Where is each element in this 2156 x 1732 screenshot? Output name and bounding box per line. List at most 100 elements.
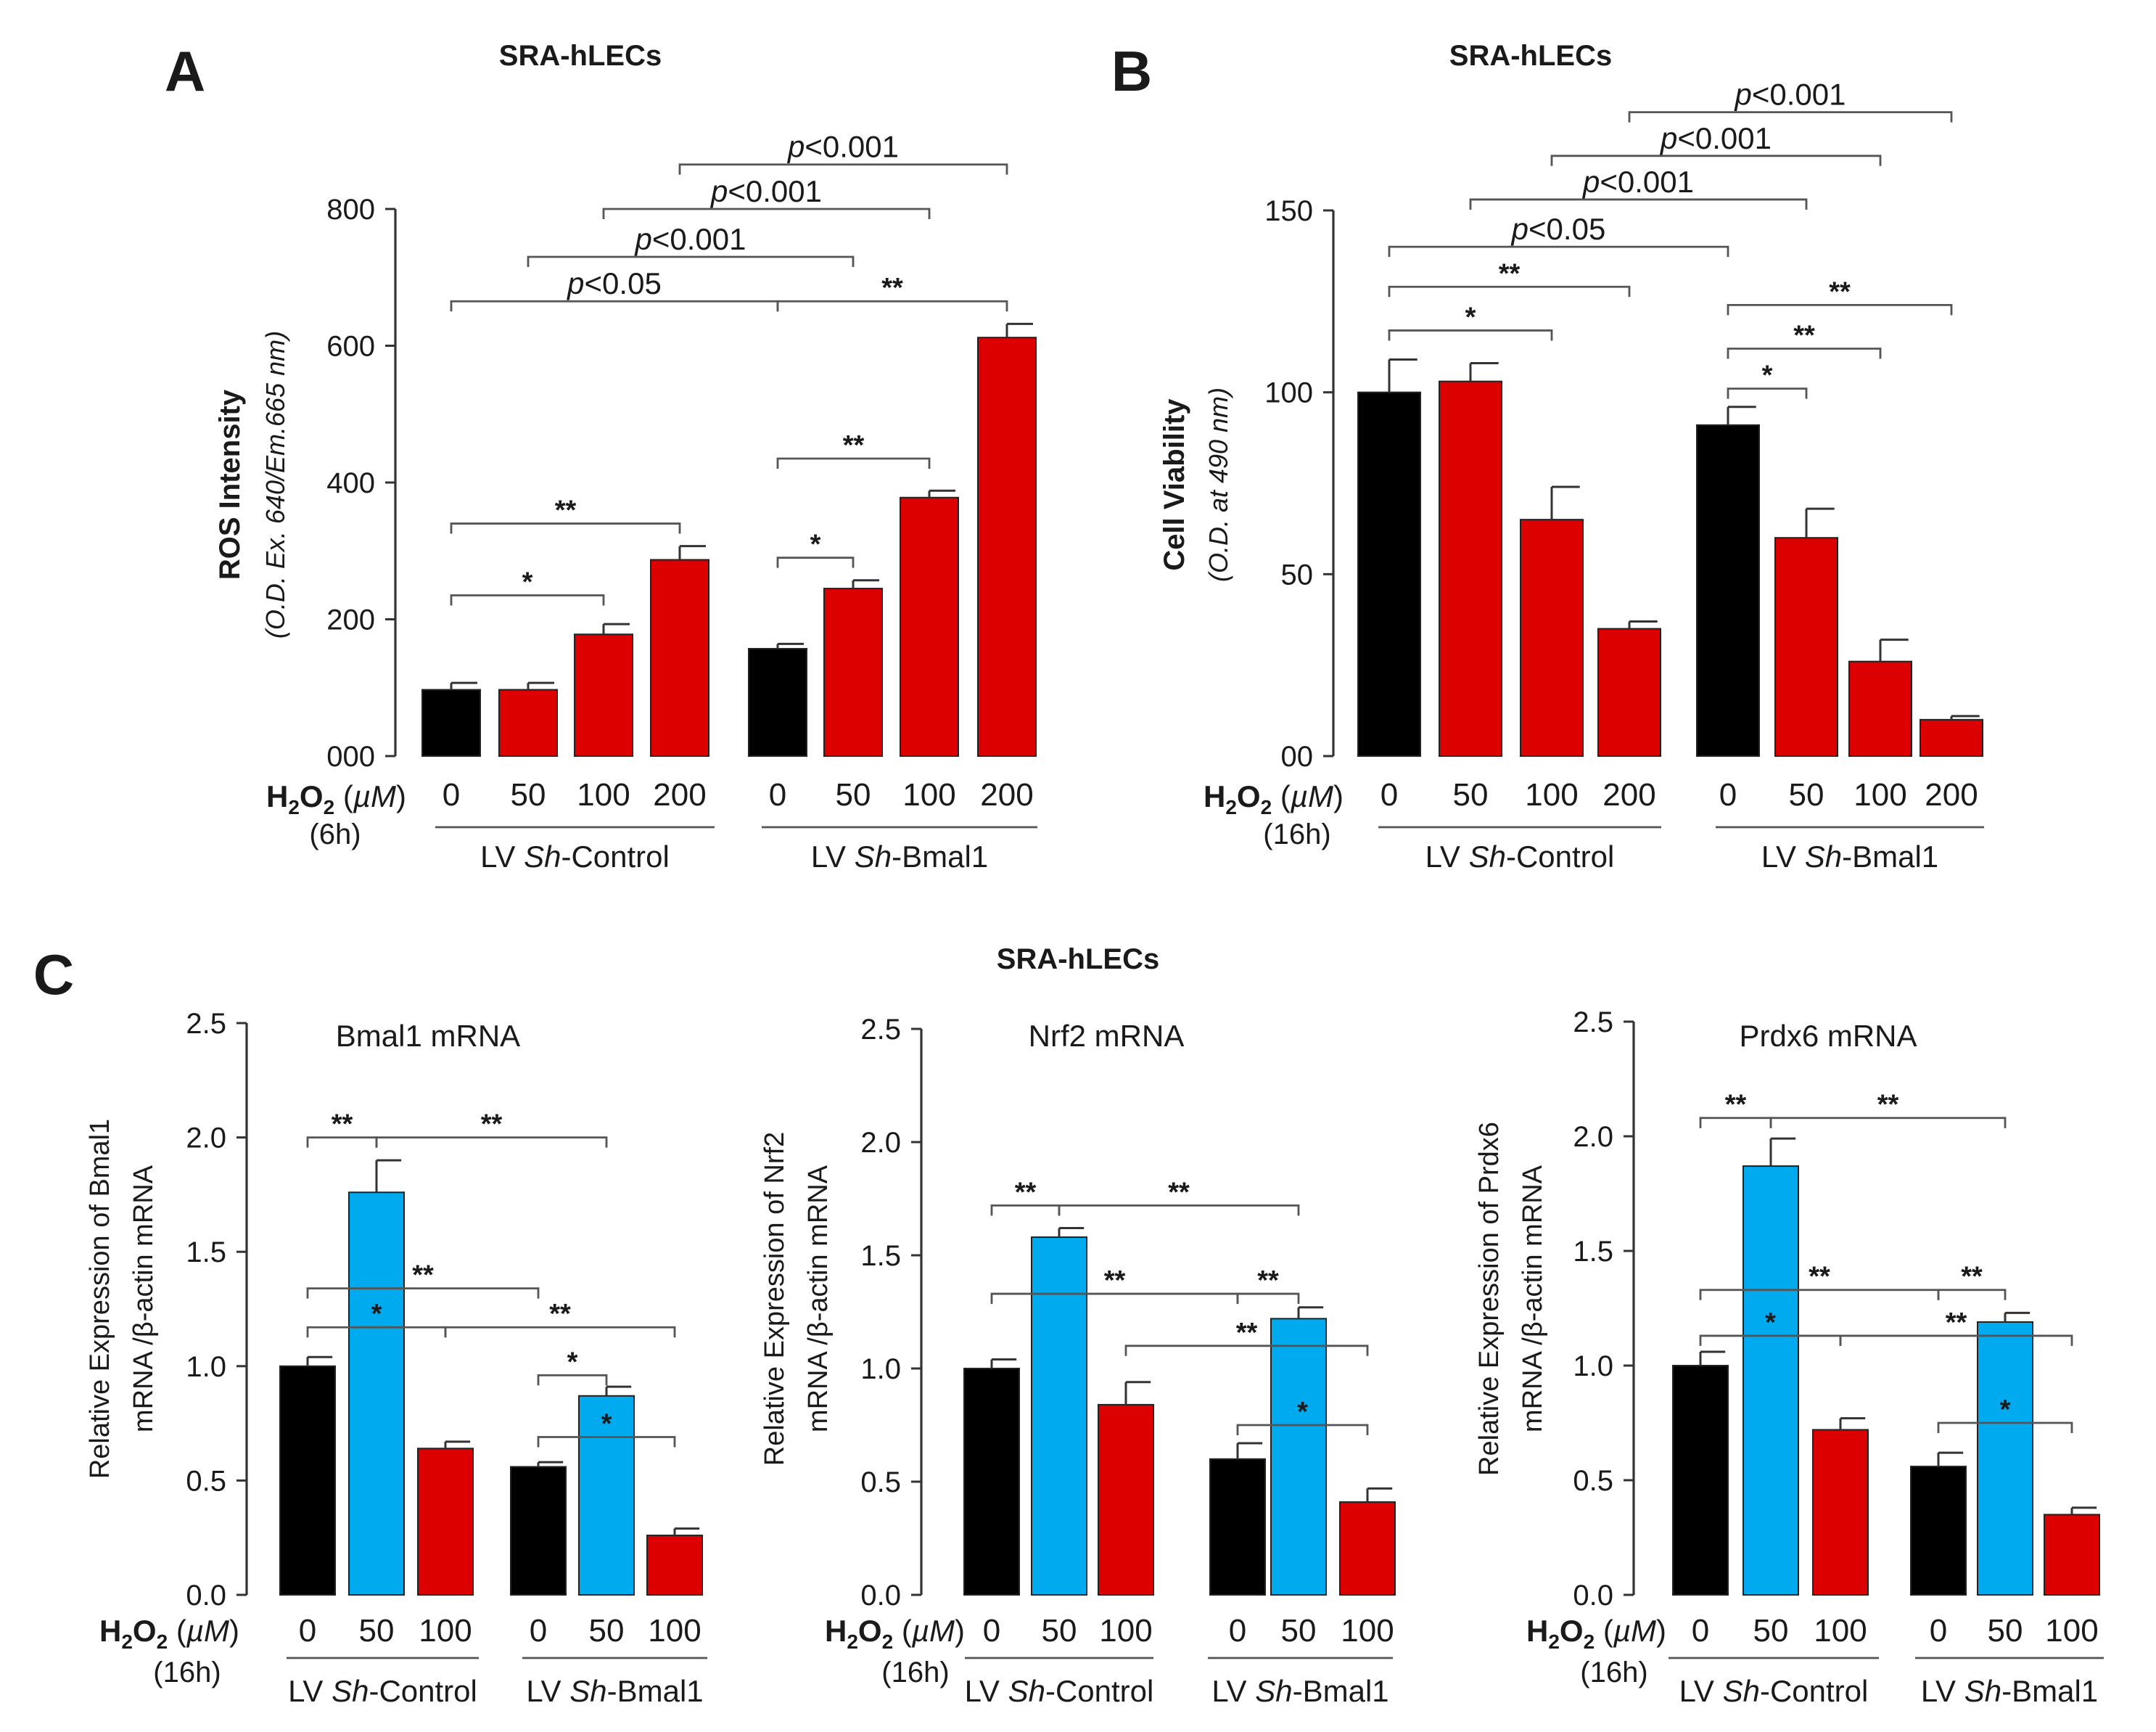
bar-c3-1 [1743,1165,1799,1596]
sig-bracket-c2-4 [1124,1345,1369,1356]
y-axis-title-c3: Relative Expression of Prdx6 [1474,1122,1505,1476]
y-tick-label-a: 400 [326,467,375,499]
y-axis-title-c2: Relative Expression of Nrf2 [760,1132,790,1466]
y-tick-label-c3: 2.5 [1573,1006,1613,1038]
sig-marker-c1-1: ** [481,1109,503,1140]
y-tick-label-c2: 0.0 [860,1580,901,1612]
sig-bracket-c3-1 [1769,1117,2007,1128]
group-label-a-0: LV Sh-Control [480,840,670,874]
panel-letter-b: B [1111,39,1152,103]
sig-bracket-a-1 [450,522,681,534]
bar-c3-3 [1910,1466,1967,1596]
y-tick-label-c1: 1.0 [186,1351,226,1383]
y-tick-label-b: 50 [1281,559,1314,591]
section-c-title: SRA-hLECs [997,943,1159,975]
group-label-c2-1: LV Sh-Bmal1 [1211,1674,1388,1708]
p-value-label-a-4: p<0.05 [566,266,662,300]
bar-b-5 [1774,537,1838,757]
bar-b-3 [1597,628,1661,757]
x-tick-label-b-2: 100 [1525,777,1578,813]
sig-bracket-c2-1 [1058,1204,1300,1216]
panel-title-b: SRA-hLECs [1449,40,1612,72]
x-tick-label-b-6: 100 [1853,777,1906,813]
y-tick-label-c2: 1.5 [860,1240,901,1272]
sig-bracket-c3-5 [1839,1334,2073,1346]
sig-marker-c2-3: ** [1257,1265,1279,1296]
x-tick-label-c1-2: 100 [419,1613,472,1649]
y-axis-subtitle-c1: mRNA /β-actin mRNA [128,1165,159,1432]
bar-c1-1 [348,1191,405,1596]
sig-marker-c2-1: ** [1168,1177,1190,1207]
sig-bracket-c3-3 [1937,1289,2007,1300]
sig-bracket-b-6 [1469,198,1808,210]
sig-bracket-b-8 [1628,111,1953,123]
sig-bracket-b-7 [1550,155,1882,166]
time-label-c3: (16h) [1580,1657,1647,1688]
bar-a-5 [823,588,883,758]
y-tick-label-c2: 0.5 [860,1466,901,1498]
y-tick-label-c3: 1.5 [1573,1236,1613,1268]
x-tick-label-a-7: 200 [980,777,1033,813]
y-tick-label-c1: 2.5 [186,1008,226,1040]
x-tick-label-c2-3: 0 [1229,1613,1246,1649]
bar-a-6 [900,496,959,757]
sig-marker-c2-0: ** [1015,1177,1037,1207]
y-tick-label-a: 000 [326,741,375,773]
y-tick-label-c1: 0.5 [186,1465,226,1497]
bar-c2-1 [1031,1236,1087,1596]
bar-a-1 [498,689,558,758]
panel-letter-c1: C [33,943,74,1006]
condition-label-c1: H2O2 (µM) [99,1614,239,1653]
sig-marker-a-3: ** [843,430,865,461]
condition-label-c2: H2O2 (µM) [825,1614,965,1653]
time-label-c2: (16h) [881,1657,949,1688]
sig-bracket-b-3 [1727,387,1808,399]
y-axis-title-a: ROS Intensity [214,389,246,580]
bar-b-7 [1920,718,1983,757]
panel-subtitle-c2: Nrf2 mRNA [1029,1019,1185,1053]
sig-bracket-a-2 [776,557,855,568]
x-tick-label-c1-0: 0 [299,1613,316,1649]
sig-marker-a-1: ** [555,496,577,526]
x-tick-label-b-0: 0 [1381,777,1398,813]
bar-a-7 [977,337,1037,757]
sig-bracket-a-7 [602,208,931,219]
x-tick-label-c2-0: 0 [983,1613,1000,1649]
y-tick-label-c2: 2.5 [860,1014,901,1046]
y-tick-label-b: 150 [1264,195,1313,227]
sig-bracket-c2-5 [1236,1424,1369,1435]
x-tick-label-b-5: 50 [1789,777,1824,813]
bar-a-2 [574,633,633,757]
x-tick-label-b-1: 50 [1453,777,1489,813]
x-tick-label-c3-2: 100 [1814,1613,1867,1649]
p-value-label-b-8: p<0.001 [1734,78,1846,112]
sig-marker-c1-3: * [371,1299,382,1329]
condition-label-b: H2O2 (µM) [1204,779,1344,818]
y-tick-label-c1: 2.0 [186,1122,226,1154]
panel-letter-a: A [165,39,205,103]
x-tick-label-a-2: 100 [577,777,630,813]
x-tick-label-c1-1: 50 [359,1613,395,1649]
bar-c1-2 [417,1448,474,1596]
x-tick-label-c2-2: 100 [1099,1613,1152,1649]
sig-marker-b-5: ** [1829,276,1851,307]
group-label-b-0: LV Sh-Control [1425,840,1615,874]
sig-bracket-c1-5 [537,1374,608,1386]
condition-label-a: H2O2 (µM) [266,779,406,818]
group-label-c2-0: LV Sh-Control [965,1674,1154,1708]
y-tick-label-c1: 1.5 [186,1236,226,1268]
sig-marker-c1-6: * [601,1409,612,1440]
bar-c1-4 [578,1395,635,1596]
x-tick-label-c3-1: 50 [1753,1613,1789,1649]
condition-label-c3: H2O2 (µM) [1526,1614,1666,1653]
y-axis-title-c1: Relative Expression of Bmal1 [85,1119,115,1479]
bar-a-0 [421,689,481,758]
sig-marker-c3-0: ** [1725,1090,1747,1120]
y-axis-subtitle-a: (O.D. Ex. 640/Em.665 nm) [260,331,290,639]
bar-c2-2 [1098,1403,1154,1596]
sig-marker-b-4: ** [1793,321,1815,351]
sig-marker-c3-4: * [1765,1308,1776,1338]
x-tick-label-c1-5: 100 [648,1613,701,1649]
bar-c2-3 [1209,1458,1266,1596]
